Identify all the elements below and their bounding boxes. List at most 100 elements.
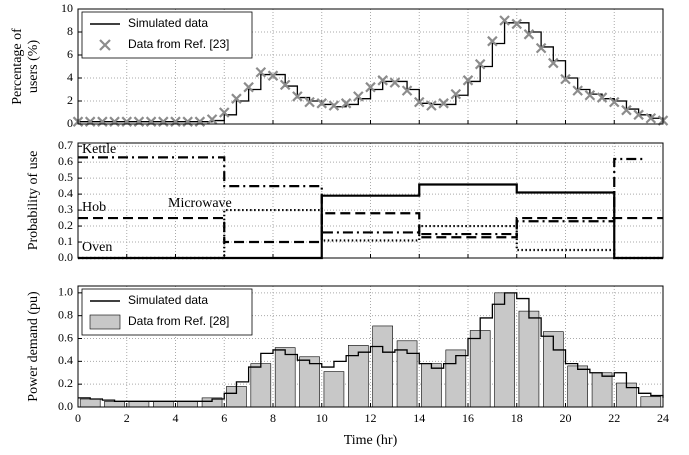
annotation: Oven: [82, 240, 112, 255]
cross-marker: [548, 57, 559, 69]
annotation: Microwave: [168, 196, 232, 211]
cross-marker: [535, 42, 547, 54]
y-tick-label: 0.2: [58, 218, 73, 232]
bar: [299, 356, 320, 408]
bar: [567, 365, 588, 408]
x-tick-label: 16: [462, 411, 474, 425]
y-tick-label: 0.3: [58, 202, 73, 216]
y-tick-label: 8: [67, 24, 73, 38]
cross-marker: [218, 107, 230, 118]
legend-label: Simulated data: [128, 16, 208, 30]
y-tick-label: 0.4: [58, 186, 73, 200]
legend-label: Data from Ref. [28]: [128, 314, 229, 328]
cross-marker: [255, 66, 267, 78]
cross-marker: [353, 91, 364, 102]
y-tick-label: 0.8: [58, 307, 73, 321]
x-tick-label: 12: [365, 411, 377, 425]
annotation: Hob: [82, 200, 106, 215]
cross-marker: [377, 75, 388, 86]
bar: [250, 363, 272, 408]
cross-marker: [560, 73, 571, 85]
cross-marker: [401, 85, 413, 96]
plot-frame: [77, 8, 664, 125]
cross-marker: [450, 88, 462, 100]
annotation: Kettle: [82, 142, 116, 157]
line: [78, 22, 664, 123]
y-tick-label: 0: [67, 116, 73, 130]
cross-marker: [511, 18, 523, 30]
y-tick-label: 0.6: [58, 154, 73, 168]
cross-marker: [633, 109, 644, 121]
cross-marker: [365, 81, 376, 93]
legend-swatch: [89, 314, 121, 330]
x-tick-label: 4: [173, 411, 179, 425]
cross-marker: [572, 85, 583, 96]
bar: [421, 363, 442, 408]
x-tick-label: 8: [270, 411, 276, 425]
cross-marker: [523, 29, 535, 40]
cross-marker: [413, 96, 425, 108]
bar: [323, 371, 345, 408]
cross-marker: [109, 116, 120, 127]
x-tick-label: 2: [124, 411, 130, 425]
cross-marker: [462, 75, 474, 86]
cross-marker: [206, 114, 218, 125]
bar: [274, 347, 296, 408]
cross-marker: [608, 96, 620, 108]
cross-marker: [97, 116, 108, 127]
cross-marker: [121, 116, 133, 127]
cross-marker: [499, 15, 510, 26]
cross-marker: [426, 100, 437, 111]
y-axis-label: users (%): [26, 40, 41, 94]
bar: [372, 325, 393, 408]
y-tick-label: 0.5: [58, 170, 73, 184]
line: [78, 292, 664, 402]
cross-marker: [645, 112, 657, 124]
bar: [177, 400, 198, 408]
x-tick-label: 22: [608, 411, 620, 425]
y-tick-label: 1.0: [58, 285, 73, 299]
cross-marker: [596, 92, 608, 103]
y-tick-label: 0.0: [58, 399, 73, 413]
cross-marker: [389, 77, 401, 88]
cross-marker: [194, 116, 206, 127]
x-tick-label: 10: [316, 411, 328, 425]
x-tick-label: 14: [413, 411, 425, 425]
cross-marker: [170, 116, 181, 127]
y-axis-label: Probability of use: [26, 151, 41, 251]
bar: [640, 396, 662, 408]
y-tick-label: 0.4: [58, 353, 73, 367]
cross-marker: [340, 98, 352, 109]
plot-frame: [77, 285, 664, 408]
bar: [79, 398, 101, 408]
y-axis-label: Power demand (pu): [26, 291, 41, 402]
cross-marker: [621, 104, 632, 116]
cross-marker: [145, 116, 157, 127]
cross-marker: [158, 116, 169, 127]
cross-marker: [328, 100, 340, 111]
legend-label: Simulated data: [128, 293, 208, 307]
x-axis-label: Time (hr): [344, 433, 398, 448]
cross-marker: [182, 116, 193, 127]
legend-label: Data from Ref. [23]: [128, 37, 229, 51]
cross-marker: [243, 81, 254, 93]
cross-marker: [487, 35, 498, 47]
x-tick-label: 18: [511, 411, 523, 425]
cross-marker: [133, 116, 145, 127]
cross-marker: [584, 89, 596, 101]
cross-marker: [316, 98, 328, 109]
cross-marker: [474, 58, 486, 70]
y-tick-label: 4: [67, 70, 73, 84]
cross-marker: [304, 96, 315, 108]
bar: [469, 330, 491, 408]
bar: [494, 292, 515, 408]
x-tick-label: 6: [221, 411, 227, 425]
x-tick-label: 24: [657, 411, 669, 425]
cross-marker: [84, 116, 96, 127]
x-tick-label: 20: [560, 411, 572, 425]
bar: [153, 400, 174, 408]
x-tick-label: 0: [75, 411, 81, 425]
bar: [518, 310, 540, 408]
cross-marker: [267, 70, 279, 81]
